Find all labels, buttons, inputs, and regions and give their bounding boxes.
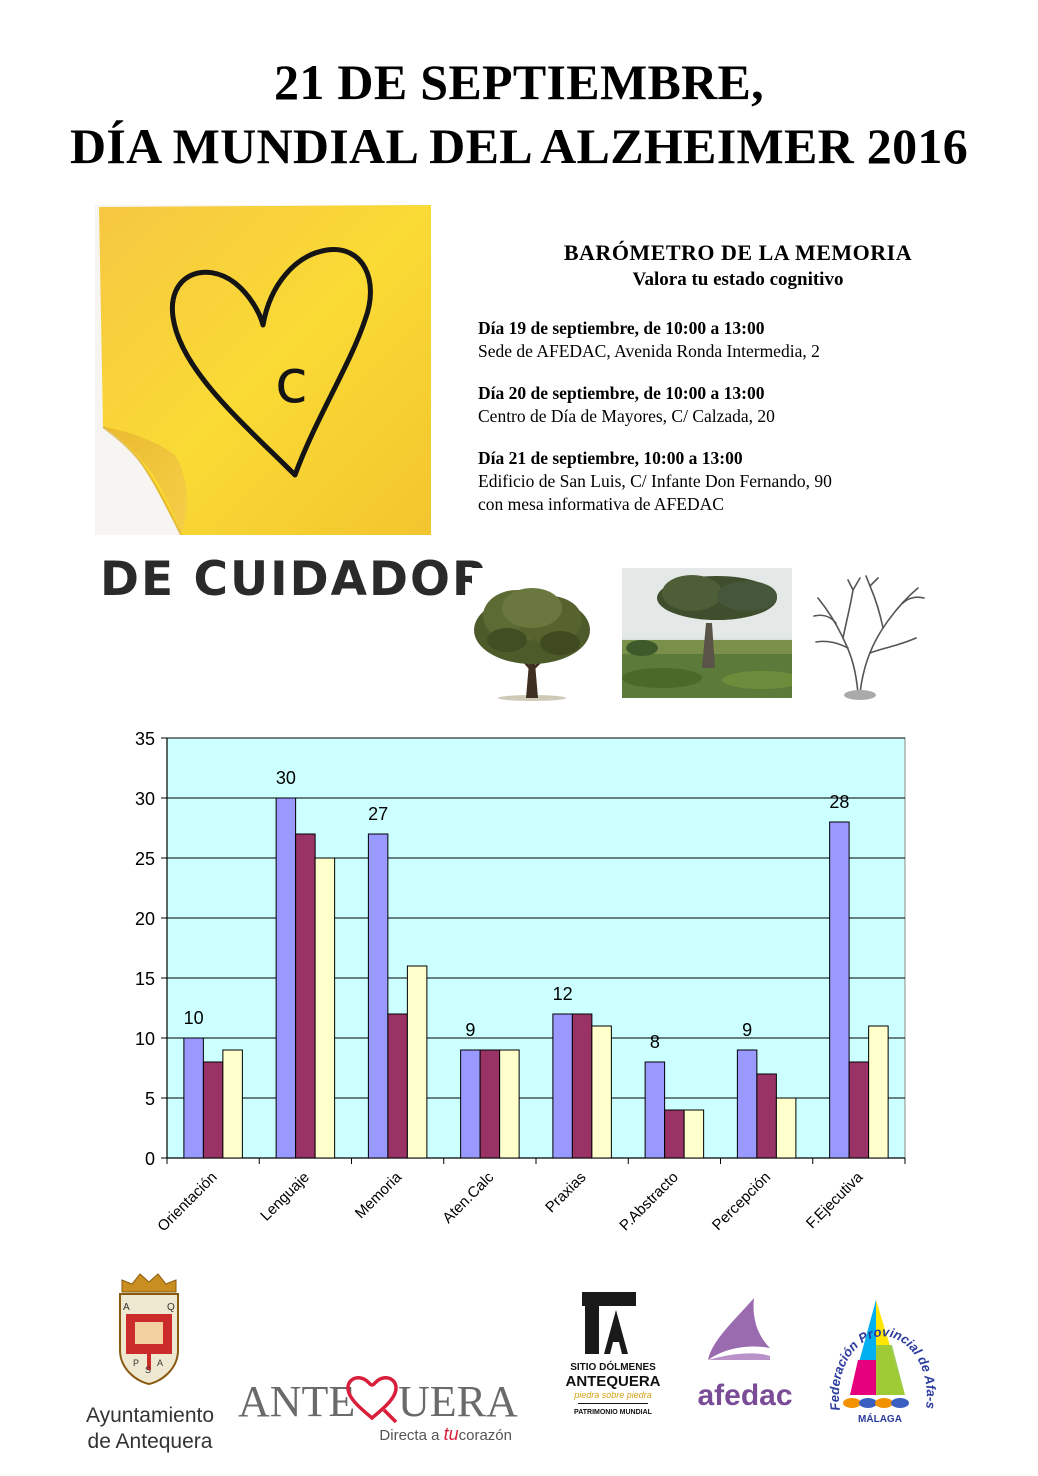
bar	[775, 1097, 797, 1159]
bar	[387, 1013, 408, 1159]
dolmenes-logo-icon	[582, 1292, 636, 1354]
afedac-sail-icon	[708, 1298, 770, 1360]
data-label: 9	[465, 1020, 475, 1040]
y-tick-label: 30	[135, 789, 155, 809]
barometer-subtitle: Valora tu estado cognitivo	[632, 269, 844, 290]
data-label: 10	[184, 1008, 204, 1028]
bar	[571, 1013, 593, 1159]
field-tree-photo	[622, 568, 792, 698]
data-label: 30	[276, 768, 296, 788]
ayuntamiento-line-2: de Antequera	[88, 1430, 213, 1453]
x-tick-label: Percepción	[709, 1169, 774, 1234]
data-label: 12	[553, 984, 573, 1004]
session-place: Centro de Día de Mayores, C/ Calzada, 20	[478, 406, 775, 426]
session-place: Sede de AFEDAC, Avenida Ronda Intermedia…	[478, 341, 820, 361]
bar	[664, 1109, 685, 1159]
bar	[868, 1025, 889, 1159]
bar	[479, 1049, 501, 1159]
sponsor-logos: A Q P S A Ayuntamiento de Antequera ANTE…	[86, 1273, 939, 1453]
y-tick-label: 10	[135, 1029, 155, 1049]
bar	[275, 797, 297, 1159]
x-tick-label: P.Abstracto	[616, 1169, 681, 1234]
bar-chart: 0 5 10 15 20 25 30 35 10 Orientación 30 Lenguaje 27 M…	[135, 729, 906, 1235]
x-tick-label: Aten.Calc	[439, 1168, 497, 1226]
antequera-wordmark-left: ANTE	[238, 1377, 355, 1426]
x-tick-label: Orientación	[154, 1169, 220, 1235]
x-tick-label: Praxias	[542, 1169, 589, 1216]
shield-letter: Q	[167, 1302, 175, 1313]
ayuntamiento-shield-icon: A Q P S A	[119, 1273, 179, 1386]
shield-letter: A	[123, 1302, 130, 1313]
y-tick-label: 25	[135, 849, 155, 869]
y-tick-label: 0	[145, 1149, 155, 1169]
session-date: Día 21 de septiembre, 10:00 a 13:00	[478, 448, 743, 468]
heart-icon	[169, 247, 373, 478]
dolmenes-line-3: piedra sobre piedra	[573, 1390, 652, 1400]
x-tick-label: Memoria	[352, 1168, 406, 1222]
x-tick-label: Lenguaje	[257, 1169, 313, 1225]
bar	[591, 1025, 612, 1159]
y-tick-label: 35	[135, 729, 155, 749]
bar	[552, 1013, 573, 1159]
shield-letter: P	[133, 1358, 139, 1368]
bar	[222, 1049, 243, 1159]
session-place: Edificio de San Luis, C/ Infante Don Fer…	[478, 471, 832, 491]
y-tick-label: 15	[135, 969, 155, 989]
session-extra: con mesa informativa de AFEDAC	[478, 494, 724, 514]
dry-tree-drawing	[808, 568, 930, 708]
afedac-wordmark: afedac	[697, 1379, 792, 1412]
bar	[848, 1061, 870, 1159]
healthy-tree-image	[472, 568, 592, 703]
antequera-wordmark-right: UERA	[398, 1377, 518, 1426]
dolmenes-line-4: PATRIMONIO MUNDIAL	[574, 1409, 653, 1416]
federacion-logo-icon	[843, 1300, 909, 1408]
data-label: 27	[368, 804, 388, 824]
bar	[460, 1049, 481, 1159]
session-2: Día 20 de septiembre, de 10:00 a 13:00 C…	[478, 382, 998, 428]
bar	[202, 1061, 224, 1159]
shield-letter: A	[157, 1358, 163, 1368]
session-date: Día 20 de septiembre, de 10:00 a 13:00	[478, 383, 765, 403]
dolmenes-line-1: SITIO DÓLMENES	[570, 1360, 656, 1373]
bar	[756, 1073, 777, 1159]
page-title-line-1: 21 DE SEPTIEMBRE,	[274, 54, 764, 110]
heart-icon	[346, 1376, 398, 1424]
x-tick-label: F.Ejecutiva	[803, 1168, 867, 1232]
bar	[406, 965, 428, 1159]
campaign-caption: DE CUIDADOR	[100, 552, 491, 607]
heart-letter: c	[275, 347, 308, 417]
session-date: Día 19 de septiembre, de 10:00 a 13:00	[478, 318, 765, 338]
bar	[499, 1049, 520, 1159]
bar	[736, 1049, 758, 1159]
bar	[367, 833, 389, 1159]
bar	[314, 857, 336, 1159]
session-1: Día 19 de septiembre, de 10:00 a 13:00 S…	[478, 317, 998, 363]
data-label: 9	[742, 1020, 752, 1040]
y-tick-label: 20	[135, 909, 155, 929]
sticky-note-heart-image: c	[95, 205, 431, 535]
bar	[829, 821, 850, 1159]
bar	[183, 1037, 204, 1159]
ayuntamiento-line-1: Ayuntamiento	[86, 1404, 214, 1427]
bar	[683, 1109, 705, 1159]
dolmenes-line-2: ANTEQUERA	[565, 1373, 660, 1390]
bar	[295, 833, 316, 1159]
shield-letter: S	[145, 1365, 151, 1375]
barometer-title: BARÓMETRO DE LA MEMORIA	[563, 240, 913, 265]
data-label: 28	[829, 792, 849, 812]
session-3: Día 21 de septiembre, 10:00 a 13:00 Edif…	[478, 447, 998, 516]
data-label: 8	[650, 1032, 660, 1052]
y-tick-label: 5	[145, 1089, 155, 1109]
barometer-info: BARÓMETRO DE LA MEMORIA Valora tu estado…	[478, 240, 998, 516]
page-title-line-2: DÍA MUNDIAL DEL ALZHEIMER 2016	[69, 118, 969, 174]
antequera-tagline: Directa a tucorazón	[379, 1424, 512, 1444]
bar	[644, 1061, 666, 1159]
federacion-city: MÁLAGA	[858, 1412, 902, 1425]
